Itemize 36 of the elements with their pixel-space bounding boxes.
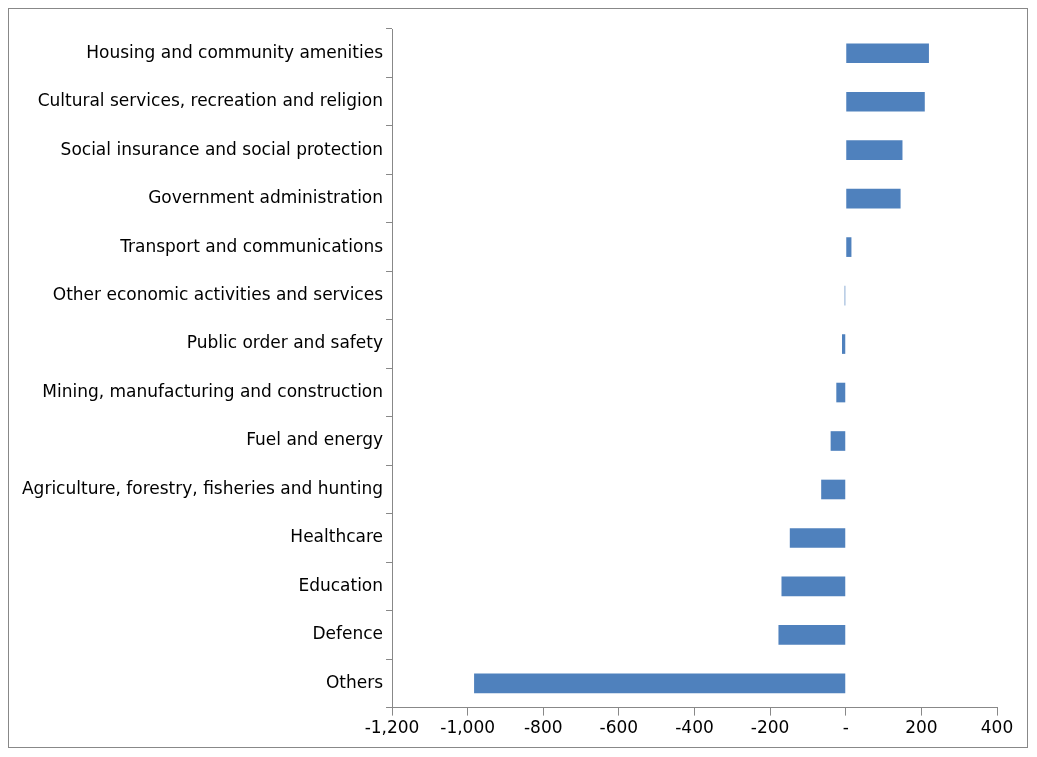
y-tick-label: Cultural services, recreation and religion [37, 90, 384, 111]
y-tick-label: Social insurance and social protection [60, 138, 384, 159]
y-tick-label: Healthcare [290, 526, 384, 547]
bar [846, 237, 852, 257]
y-tick-label: Government administration [148, 187, 384, 208]
y-tick-label: Defence [312, 623, 384, 644]
bar [846, 140, 903, 160]
x-tick-label: -1,000 [440, 717, 496, 738]
bar [836, 382, 846, 403]
x-tick-label: -400 [675, 717, 714, 738]
bar [841, 334, 846, 354]
y-tick-label: Others [325, 671, 384, 692]
bar [821, 479, 846, 500]
x-tick-label: 200 [905, 717, 938, 738]
y-tick-label: Housing and community amenities [86, 41, 384, 62]
x-tick-label: - [842, 717, 849, 738]
x-tick-label: 400 [980, 717, 1014, 738]
y-tick-label: Fuel and energy [246, 429, 384, 450]
bar [846, 91, 925, 112]
y-tick-label: Transport and communications [119, 235, 384, 256]
bar [778, 625, 846, 645]
y-tick-label: Education [298, 574, 384, 595]
y-tick-label: Mining, manufacturing and construction [42, 380, 384, 401]
bar [474, 673, 846, 694]
y-tick-label: Other economic activities and services [52, 284, 384, 305]
bar [781, 576, 846, 597]
bar [846, 43, 929, 64]
bar [789, 528, 846, 548]
bar [830, 431, 846, 451]
y-tick-label: Agriculture, forestry, fisheries and hunting [21, 477, 384, 498]
x-tick-label: -600 [599, 717, 639, 738]
bar [846, 188, 901, 209]
x-tick-label: -1,200 [364, 717, 420, 738]
x-tick-label: -200 [750, 717, 790, 738]
y-tick-label: Public order and safety [186, 332, 384, 353]
x-tick-label: -800 [523, 717, 563, 738]
